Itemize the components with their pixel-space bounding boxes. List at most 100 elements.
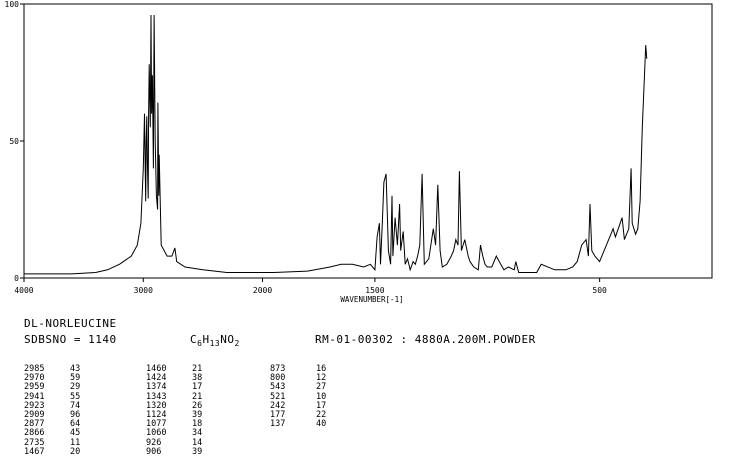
molecular-formula: C6H13NO2 (190, 333, 240, 348)
peak-row: 906 39 (146, 446, 222, 457)
x-tick-label: 500 (592, 286, 607, 295)
peak-wavenumber: 2877 (24, 419, 45, 430)
peak-row: 2877 64 (24, 419, 100, 430)
peak-column: 1460 21 1424 38 1374 17 1343 21 1320 26 1124 39 1077… (146, 364, 222, 457)
peak-row: 521 10 (270, 391, 346, 402)
peak-row: 1374 17 (146, 383, 222, 392)
peak-wavenumber: 926 (146, 437, 162, 448)
formula-h: H (202, 333, 210, 346)
peak-row: 242 17 (270, 400, 346, 411)
peak-row: 1424 38 (146, 373, 222, 384)
peak-row: 1320 26 (146, 400, 222, 411)
peak-wavenumber: 2866 (24, 428, 45, 439)
peak-transmittance: 16 (316, 364, 327, 374)
peak-transmittance: 39 (192, 446, 203, 457)
peak-row: 137 40 (270, 419, 346, 430)
peak-transmittance: 11 (70, 437, 81, 448)
peak-wavenumber: 2923 (24, 400, 45, 411)
peak-transmittance: 55 (70, 391, 81, 402)
peak-transmittance: 14 (192, 437, 203, 448)
peak-wavenumber: 1343 (146, 391, 167, 402)
ir-spectrum-chart: 4000 3000 2000 1500 500 0 50 100 WAVENUMBER[-1] (5, 0, 713, 304)
peak-transmittance: 43 (70, 364, 81, 374)
peak-row: 2970 59 (24, 373, 100, 384)
peak-row: 2985 43 (24, 364, 100, 374)
peak-wavenumber: 906 (146, 446, 162, 457)
peak-transmittance: 17 (316, 400, 327, 411)
x-tick-label: 2000 (253, 286, 272, 295)
peak-transmittance: 64 (70, 419, 81, 430)
peak-wavenumber: 2909 (24, 409, 45, 420)
spectrum-line (24, 14, 648, 275)
peak-wavenumber: 1467 (24, 446, 45, 457)
peak-transmittance: 74 (70, 400, 81, 411)
peak-wavenumber: 177 (270, 409, 286, 420)
y-tick-label: 0 (14, 274, 19, 283)
peak-wavenumber: 2735 (24, 437, 45, 448)
x-axis-label: WAVENUMBER[-1] (340, 295, 403, 304)
peak-transmittance: 38 (192, 373, 203, 384)
peak-transmittance: 22 (316, 409, 327, 420)
peak-row: 2923 74 (24, 400, 100, 411)
peak-row: 2866 45 (24, 429, 100, 438)
x-tick-label: 4000 (14, 286, 33, 295)
peak-row: 2735 11 (24, 437, 100, 448)
peak-wavenumber: 2941 (24, 391, 45, 402)
peak-wavenumber: 242 (270, 400, 286, 411)
peak-row: 1467 20 (24, 446, 100, 457)
peak-row: 2909 96 (24, 409, 100, 420)
peak-transmittance: 10 (316, 391, 327, 402)
peak-transmittance: 40 (316, 419, 327, 430)
peak-row: 2959 29 (24, 383, 100, 392)
peak-transmittance: 26 (192, 400, 203, 411)
peak-transmittance: 17 (192, 382, 203, 393)
compound-name: DL-NORLEUCINE (24, 317, 117, 330)
peak-wavenumber: 800 (270, 373, 286, 384)
peak-row: 1124 39 (146, 409, 222, 420)
formula-rest: NO (220, 333, 235, 346)
y-tick-label: 50 (9, 137, 19, 146)
peak-wavenumber: 2985 (24, 364, 45, 374)
peak-wavenumber: 543 (270, 382, 286, 393)
peak-wavenumber: 2970 (24, 373, 45, 384)
peak-transmittance: 20 (70, 446, 81, 457)
plot-frame (23, 3, 713, 279)
peak-wavenumber: 1424 (146, 373, 167, 384)
chart-axes (23, 3, 713, 279)
chart-ticks: 4000 3000 2000 1500 500 0 50 100 (5, 0, 607, 295)
peak-wavenumber: 873 (270, 364, 286, 374)
peak-row: 1460 21 (146, 364, 222, 374)
x-tick-label: 3000 (134, 286, 153, 295)
peak-transmittance: 18 (192, 419, 203, 430)
formula-c: C (190, 333, 198, 346)
peak-row: 800 12 (270, 373, 346, 384)
peak-transmittance: 12 (316, 373, 327, 384)
peak-row: 926 14 (146, 437, 222, 448)
peak-wavenumber: 1374 (146, 382, 167, 393)
peak-transmittance: 27 (316, 382, 327, 393)
peak-transmittance: 39 (192, 409, 203, 420)
y-tick-label: 100 (5, 0, 20, 9)
formula-c-count: 6 (197, 339, 203, 348)
formula-h-count: 13 (209, 339, 221, 348)
peak-row: 543 27 (270, 383, 346, 392)
peak-row: 1343 21 (146, 391, 222, 402)
peak-wavenumber: 521 (270, 391, 286, 402)
peak-transmittance: 59 (70, 373, 81, 384)
peak-wavenumber: 1060 (146, 428, 167, 439)
formula-o-count: 2 (234, 339, 240, 348)
peak-wavenumber: 1124 (146, 409, 167, 420)
peak-row: 1060 34 (146, 429, 222, 438)
peak-column: 873 16 800 12 543 27 521 10 242 17 177 22 137 40 (270, 364, 346, 430)
peak-wavenumber: 1460 (146, 364, 167, 374)
peak-row: 873 16 (270, 364, 346, 374)
peak-transmittance: 96 (70, 409, 81, 420)
peak-transmittance: 29 (70, 382, 81, 393)
peak-row: 2941 55 (24, 391, 100, 402)
sample-info: RM-01-00302 : 4880A.200M.POWDER (315, 333, 536, 346)
peak-transmittance: 45 (70, 428, 81, 439)
peak-wavenumber: 137 (270, 419, 286, 430)
peak-transmittance: 21 (192, 391, 203, 402)
peak-row: 177 22 (270, 409, 346, 420)
peak-column: 2985 43 2970 59 2959 29 2941 55 2923 74 2909 96 2877… (24, 364, 100, 457)
